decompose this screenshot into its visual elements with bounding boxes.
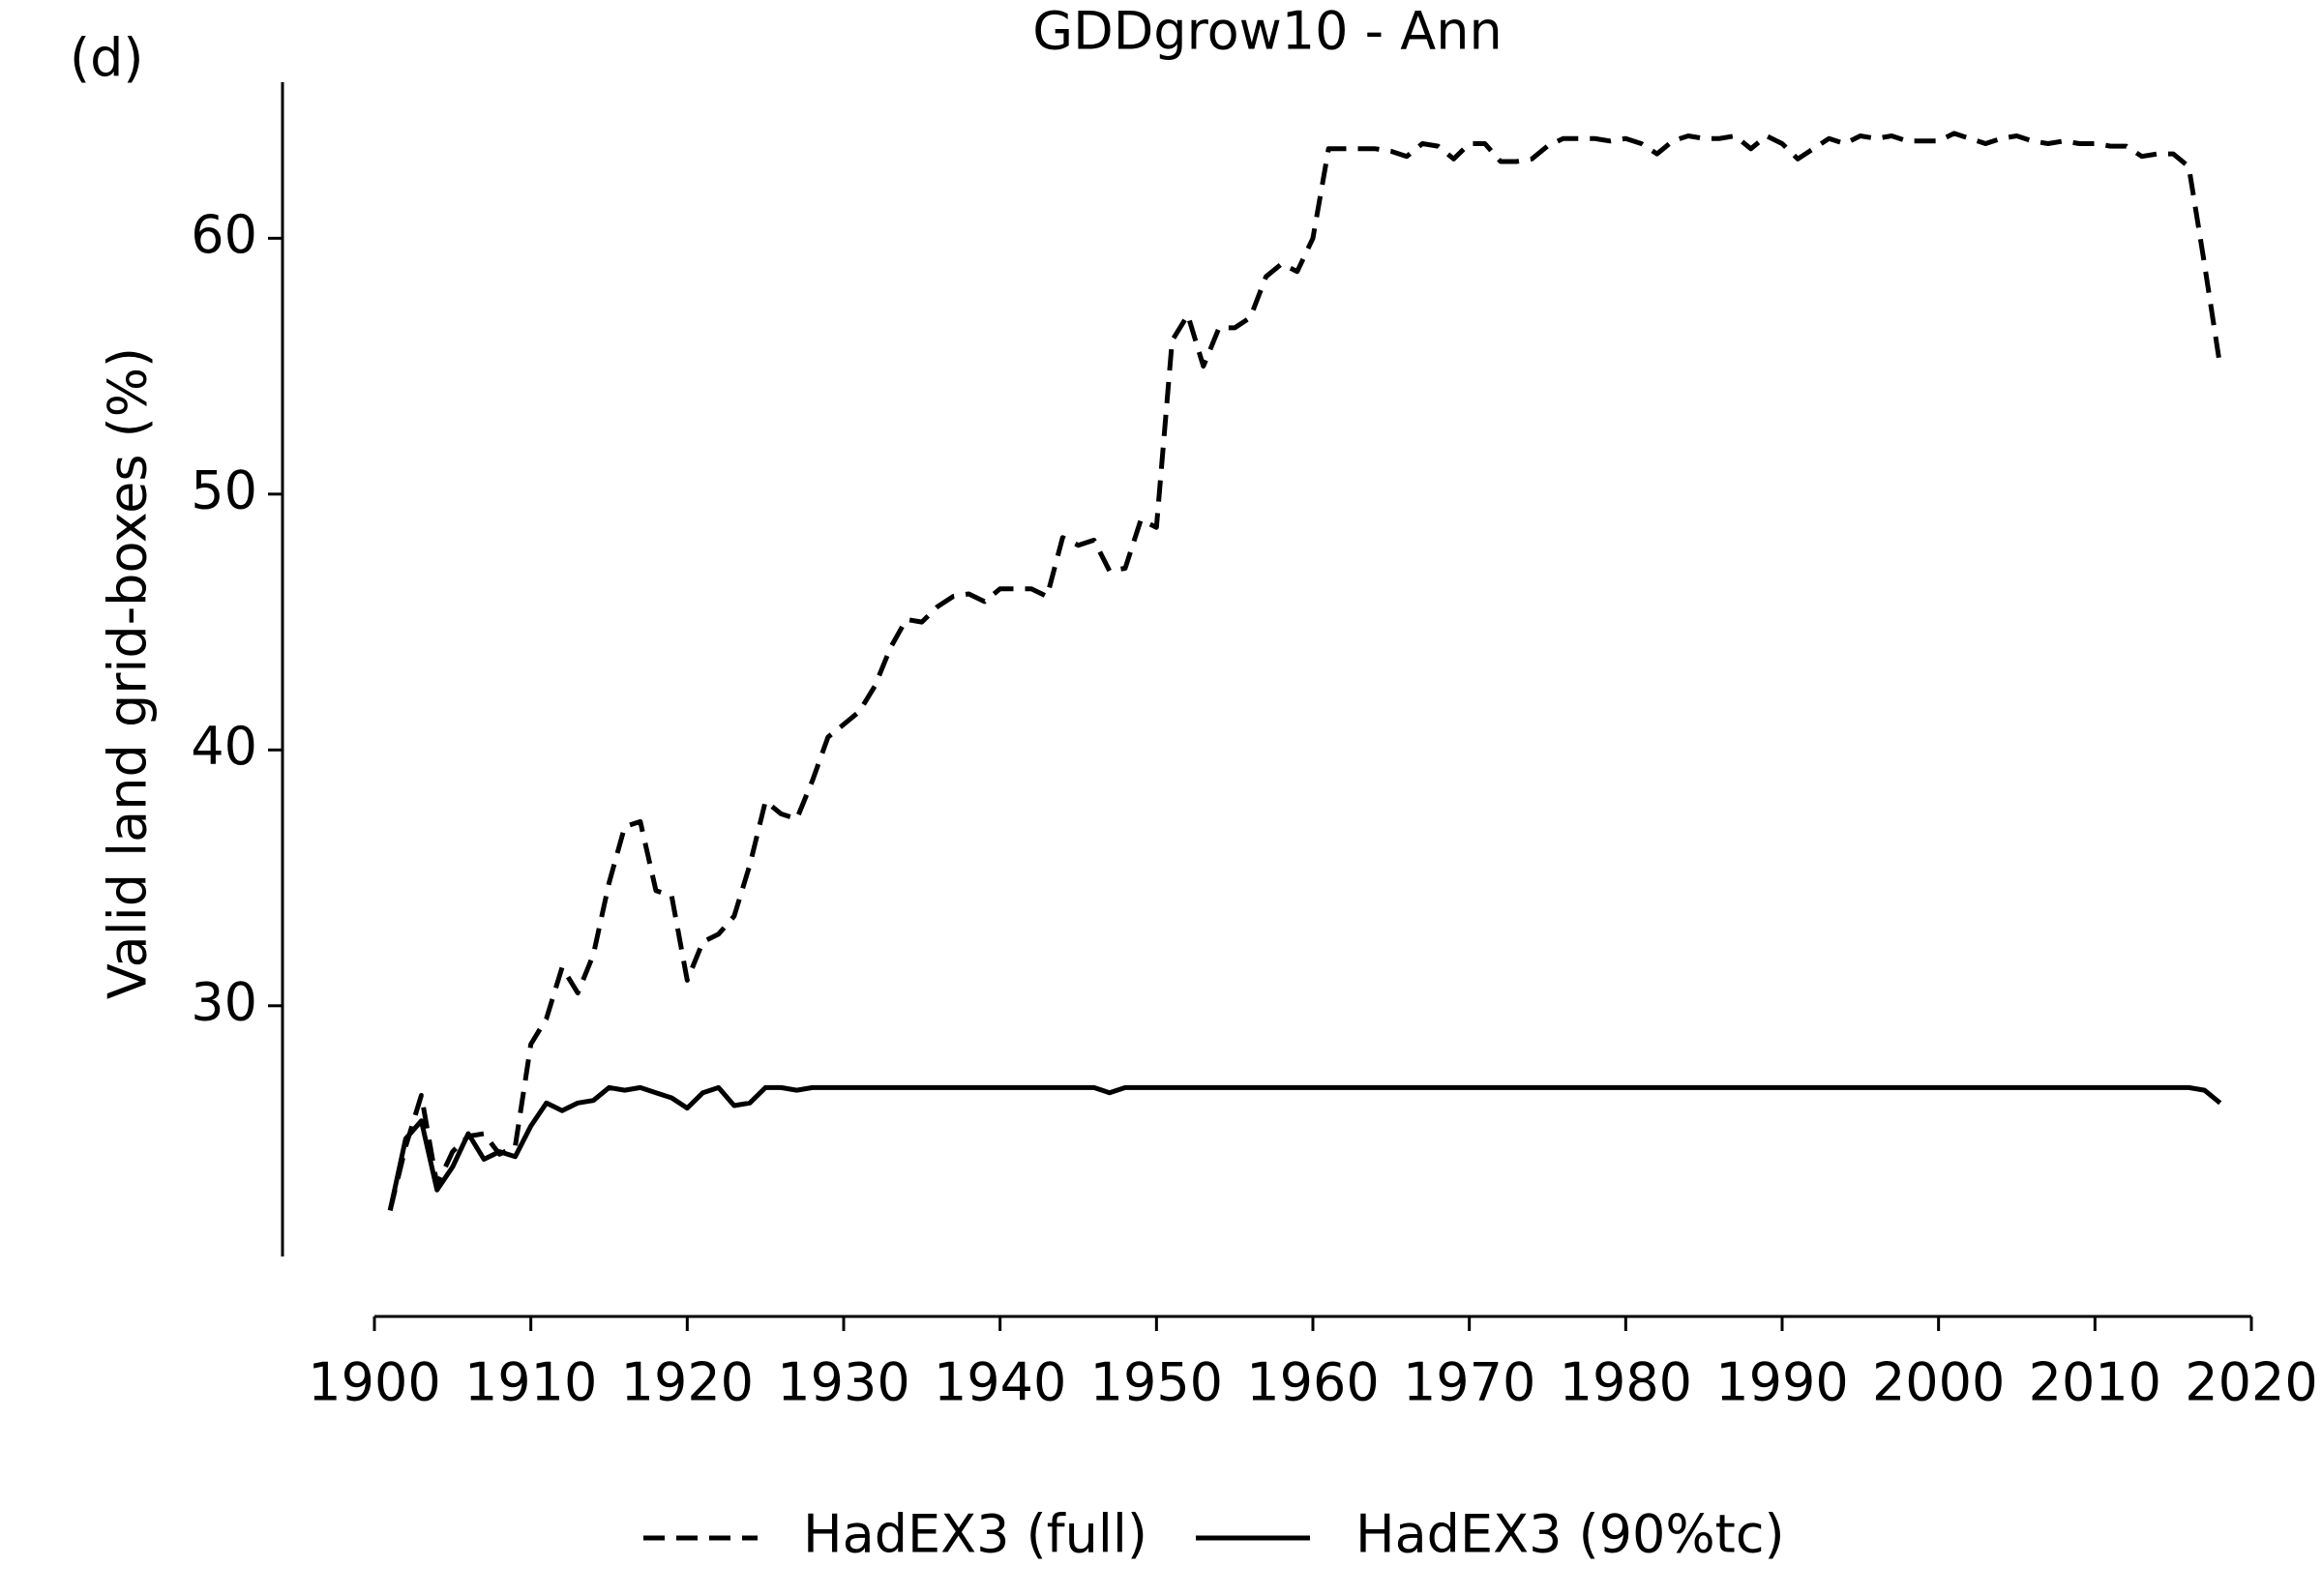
x-tick-label: 1910: [464, 1352, 597, 1413]
x-tick-label: 1920: [621, 1352, 754, 1413]
y-tick-label: 40: [191, 716, 257, 777]
x-tick-label: 1930: [777, 1352, 909, 1413]
y-tick-label: 60: [191, 204, 257, 265]
data-line: [387, 131, 2223, 1211]
x-tick-label: 1900: [308, 1352, 440, 1413]
legend-label: HadEX3 (90%tc): [1355, 1504, 1785, 1565]
x-tick-label: 1940: [934, 1352, 1066, 1413]
chart-title: GDDgrow10 - Ann: [1032, 1, 1502, 62]
y-tick-label: 30: [191, 971, 257, 1032]
panel-label: (d): [70, 28, 143, 89]
x-tick-label: 1950: [1090, 1352, 1223, 1413]
y-tick-label: 50: [191, 459, 257, 520]
x-tick-label: 1970: [1403, 1352, 1535, 1413]
x-tick-label: 1980: [1560, 1352, 1692, 1413]
x-tick-label: 2020: [2185, 1352, 2317, 1413]
data-line: [387, 1084, 2222, 1211]
x-tick-label: 2000: [1872, 1352, 2005, 1413]
x-tick-label: 2010: [2029, 1352, 2161, 1413]
legend-label: HadEX3 (full): [803, 1504, 1147, 1565]
x-tick-label: 1990: [1715, 1352, 1848, 1413]
x-tick-label: 1960: [1246, 1352, 1379, 1413]
y-axis-label: Valid land grid-boxes (%): [98, 347, 159, 999]
